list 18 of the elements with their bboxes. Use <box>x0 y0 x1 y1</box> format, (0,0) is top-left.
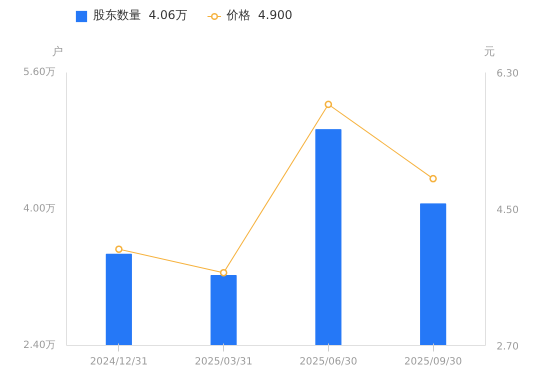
y-tick-label: 4.00万 <box>23 204 56 214</box>
y2label: 元 <box>484 44 495 60</box>
y2-tick-label: 4.50 <box>496 205 519 216</box>
x-tick-label: 2024/12/31 <box>90 356 148 368</box>
point <box>115 245 123 253</box>
y2-tick-label: 2.70 <box>496 342 519 352</box>
legend-label: 价格 4.900 <box>226 7 292 24</box>
y-tick-label: 5.60万 <box>23 67 56 78</box>
y-tick-label: 2.40万 <box>23 340 56 351</box>
x-tick-label: 2025/03/31 <box>194 356 252 368</box>
ylabel: 户 <box>52 44 63 60</box>
x-tick-label: 2025/09/30 <box>404 356 462 368</box>
legend-label: 股东数量 4.06万 <box>93 7 188 24</box>
y2-tick-label: 6.30 <box>496 68 519 80</box>
point <box>220 268 228 276</box>
point <box>324 100 332 108</box>
x-tick-label: 2025/06/30 <box>300 356 358 368</box>
point <box>429 174 437 182</box>
